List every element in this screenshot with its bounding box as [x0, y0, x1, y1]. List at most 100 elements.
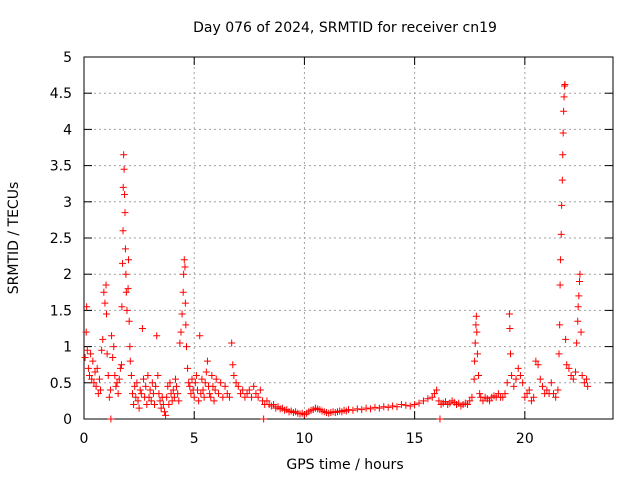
data-point — [424, 395, 432, 403]
data-point — [470, 375, 478, 383]
chart-title: Day 076 of 2024, SRMTID for receiver cn1… — [193, 20, 497, 36]
data-point — [433, 386, 441, 394]
data-point — [475, 372, 483, 380]
data-point — [103, 350, 111, 358]
data-point — [345, 406, 352, 414]
data-point — [152, 382, 160, 390]
data-point — [104, 372, 112, 380]
data-point — [190, 393, 198, 401]
data-point — [471, 357, 479, 365]
data-point — [256, 386, 264, 394]
data-point — [254, 393, 262, 401]
data-point — [562, 335, 570, 343]
data-point — [154, 372, 162, 380]
data-point — [557, 256, 565, 264]
data-point — [121, 209, 129, 217]
data-point — [131, 382, 139, 390]
data-point — [263, 397, 271, 405]
data-point — [160, 408, 168, 416]
data-point — [514, 364, 522, 372]
data-point — [123, 306, 131, 314]
data-point — [384, 403, 392, 411]
data-point — [125, 256, 133, 264]
data-point — [153, 332, 161, 340]
data-point — [93, 364, 101, 372]
data-point — [121, 245, 129, 253]
data-point — [572, 368, 580, 376]
data-point — [575, 277, 583, 285]
data-point — [162, 411, 170, 419]
data-point — [252, 390, 260, 398]
data-point — [157, 404, 165, 412]
data-point — [174, 390, 182, 398]
data-point — [406, 402, 414, 410]
data-point — [186, 382, 194, 390]
data-point — [182, 343, 190, 351]
data-point — [525, 386, 533, 394]
data-point — [92, 382, 100, 390]
data-point — [102, 310, 110, 318]
data-point — [192, 372, 200, 380]
data-point — [181, 299, 189, 307]
data-point — [468, 393, 476, 401]
data-point — [128, 390, 136, 398]
data-point — [230, 372, 238, 380]
data-point — [94, 390, 102, 398]
data-point — [225, 393, 233, 401]
data-point — [560, 107, 568, 115]
data-point — [552, 393, 560, 401]
data-point — [575, 292, 583, 300]
data-point — [270, 401, 278, 409]
data-point — [111, 372, 119, 380]
data-point — [402, 401, 410, 409]
data-point — [219, 393, 227, 401]
data-point — [197, 390, 205, 398]
data-point — [549, 390, 557, 398]
data-point — [380, 403, 388, 411]
data-point — [110, 343, 118, 351]
data-point — [241, 393, 249, 401]
data-point — [119, 183, 127, 191]
data-point — [212, 375, 220, 383]
data-point — [229, 361, 237, 369]
data-point — [119, 259, 127, 267]
data-point — [122, 288, 130, 296]
data-point — [108, 332, 116, 340]
data-point — [561, 81, 569, 89]
data-point — [184, 364, 192, 372]
data-point — [120, 151, 128, 159]
x-tick-label: 10 — [296, 431, 314, 447]
y-tick-label: 3.5 — [50, 159, 72, 175]
data-point — [133, 379, 141, 387]
data-point — [180, 256, 188, 264]
data-point — [419, 397, 427, 405]
data-point — [554, 386, 562, 394]
data-point — [84, 364, 92, 372]
data-point — [494, 390, 502, 398]
data-point — [163, 393, 171, 401]
data-point — [135, 404, 143, 412]
data-point — [120, 165, 128, 173]
y-tick-label: 4 — [63, 122, 72, 138]
data-point — [534, 361, 542, 369]
data-point — [203, 357, 211, 365]
data-point — [125, 317, 133, 325]
data-point — [148, 379, 156, 387]
gridlines — [84, 57, 613, 419]
data-point — [547, 379, 555, 387]
data-point — [510, 382, 518, 390]
y-tick-label: 1 — [63, 340, 72, 356]
data-point — [507, 350, 515, 358]
data-point — [169, 386, 177, 394]
data-point — [499, 393, 507, 401]
data-point — [574, 303, 582, 311]
data-point — [536, 375, 544, 383]
data-point — [362, 404, 370, 412]
data-point — [151, 401, 159, 409]
data-point — [375, 404, 383, 412]
data-point — [119, 227, 127, 235]
data-point — [234, 382, 242, 390]
data-point — [506, 325, 514, 332]
data-point — [175, 397, 183, 405]
